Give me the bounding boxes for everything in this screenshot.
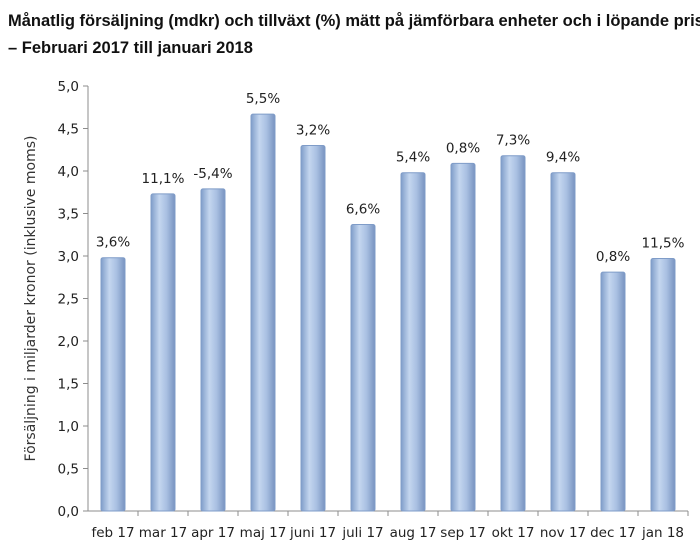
x-tick-label: okt 17: [492, 525, 535, 541]
bar-data-label: 6,6%: [346, 202, 380, 218]
y-axis-title: Försäljning i miljarder kronor (inklusiv…: [23, 136, 39, 462]
bar: [300, 145, 326, 512]
y-tick-label: 4,0: [58, 164, 79, 180]
y-tick-label: 3,5: [58, 207, 79, 223]
y-tick-label: 0,5: [58, 462, 79, 478]
y-tick-label: 3,0: [58, 249, 79, 265]
bar-data-label: 11,5%: [642, 236, 685, 252]
bar-group: [450, 162, 476, 512]
x-tick-label: apr 17: [191, 525, 235, 541]
bar-group: [200, 188, 226, 512]
bar-data-label: 7,3%: [496, 133, 530, 149]
y-tick-label: 5,0: [58, 79, 79, 95]
bar-group: [600, 271, 626, 512]
bar-group: [400, 172, 426, 512]
y-tick-label: 2,5: [58, 292, 79, 308]
bar-data-label: 5,4%: [396, 150, 430, 166]
bar-group: [100, 257, 126, 512]
bar: [600, 271, 626, 512]
y-tick-label: 4,5: [58, 122, 79, 138]
bar: [200, 188, 226, 512]
bar-data-label: 5,5%: [246, 91, 280, 107]
bar-group: [250, 113, 276, 512]
chart-axes: 0,0 0,5 1,0 1,5 2,0 2,5 3,0 3,5 4,0 4,5 5,0 Försälj…: [23, 79, 689, 520]
chart-title: Månatlig försäljning (mdkr) och tillväxt…: [8, 8, 700, 62]
bar-data-label: 0,8%: [446, 140, 480, 156]
chart-labels: 3,6% feb 17 11,1% mar 17 -5,4% apr 17 5,5% maj …: [91, 91, 684, 541]
chart-title-line-2: – Februari 2017 till januari 2018: [8, 39, 253, 57]
bar-group: [350, 224, 376, 512]
bar-group: [650, 258, 676, 512]
bar-data-label: 0,8%: [596, 249, 630, 265]
bar: [100, 257, 126, 512]
y-tick-label: 1,0: [58, 419, 79, 435]
x-tick-label: jan 18: [641, 525, 684, 541]
bar-data-label: -5,4%: [193, 166, 232, 182]
bar-data-label: 11,1%: [142, 171, 185, 187]
bar: [500, 155, 526, 512]
bar-group: [550, 172, 576, 512]
bar-group: [150, 193, 176, 512]
y-tick-label: 2,0: [58, 334, 79, 350]
bar: [350, 224, 376, 512]
y-tick-label: 1,5: [58, 377, 79, 393]
x-tick-label: aug 17: [390, 525, 437, 541]
chart-title-line-1: Månatlig försäljning (mdkr) och tillväxt…: [8, 12, 700, 30]
y-tick-label: 0,0: [58, 504, 79, 520]
x-tick-label: sep 17: [440, 525, 485, 541]
bar-data-label: 9,4%: [546, 150, 580, 166]
chart-bars: [100, 113, 676, 512]
x-tick-label: nov 17: [540, 525, 586, 541]
bar: [250, 113, 276, 512]
bar: [150, 193, 176, 512]
bar-data-label: 3,2%: [296, 123, 330, 139]
bar: [400, 172, 426, 512]
x-tick-label: dec 17: [590, 525, 636, 541]
bar-data-label: 3,6%: [96, 235, 130, 251]
x-tick-label: juni 17: [289, 525, 336, 541]
x-tick-label: maj 17: [240, 525, 287, 541]
x-tick-label: feb 17: [91, 525, 134, 541]
x-tick-label: mar 17: [139, 525, 187, 541]
x-tick-label: juli 17: [341, 525, 383, 541]
bar: [550, 172, 576, 512]
bar: [650, 258, 676, 512]
bar-group: [500, 155, 526, 512]
bar: [450, 162, 476, 512]
bar-group: [300, 145, 326, 512]
